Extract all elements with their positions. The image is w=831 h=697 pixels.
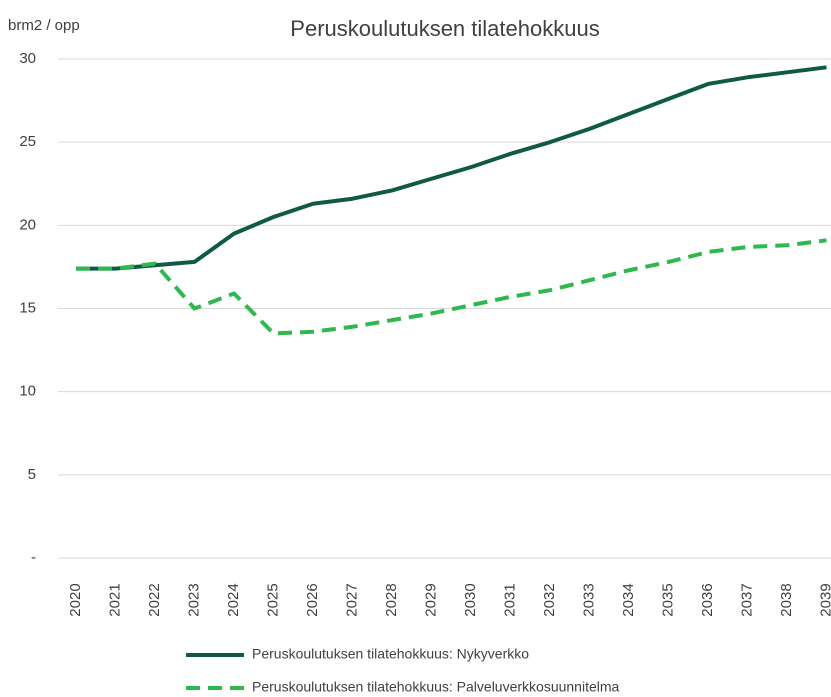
y-tick-label: 15 [19,299,36,316]
x-tick-label: 2025 [264,583,281,616]
x-tick-label: 2020 [67,583,84,616]
x-tick-label: 2035 [659,583,676,616]
x-tick-label: 2039 [817,583,831,616]
y-tick-label: 5 [28,466,36,483]
x-tick-label: 2024 [225,583,242,616]
x-tick-label: 2031 [501,583,518,616]
chart-title: Peruskoulutuksen tilatehokkuus [290,16,599,41]
x-tick-label: 2036 [699,583,716,616]
legend-label: Peruskoulutuksen tilatehokkuus: Palveluv… [252,679,620,695]
legend-label: Peruskoulutuksen tilatehokkuus: Nykyverk… [252,646,529,662]
x-tick-label: 2023 [185,583,202,616]
x-tick-label: 2029 [422,583,439,616]
x-tick-label: 2038 [778,583,795,616]
x-tick-label: 2021 [106,583,123,616]
x-tick-label: 2028 [383,583,400,616]
series-line [76,65,827,271]
y-tick-label: 20 [19,216,36,233]
y-axis-title: brm2 / opp [8,17,80,34]
x-tick-label: 2037 [738,583,755,616]
x-tick-label: 2033 [580,583,597,616]
x-tick-label: 2027 [343,583,360,616]
x-tick-label: 2030 [462,583,479,616]
y-tick-label: 25 [19,133,36,150]
y-tick-label: - [31,549,36,566]
series-line [76,238,827,336]
x-tick-label: 2032 [541,583,558,616]
x-tick-label: 2034 [620,583,637,616]
x-tick-label: 2022 [146,583,163,616]
x-tick-label: 2026 [304,583,321,616]
y-tick-label: 30 [19,50,36,67]
y-tick-label: 10 [19,383,36,400]
